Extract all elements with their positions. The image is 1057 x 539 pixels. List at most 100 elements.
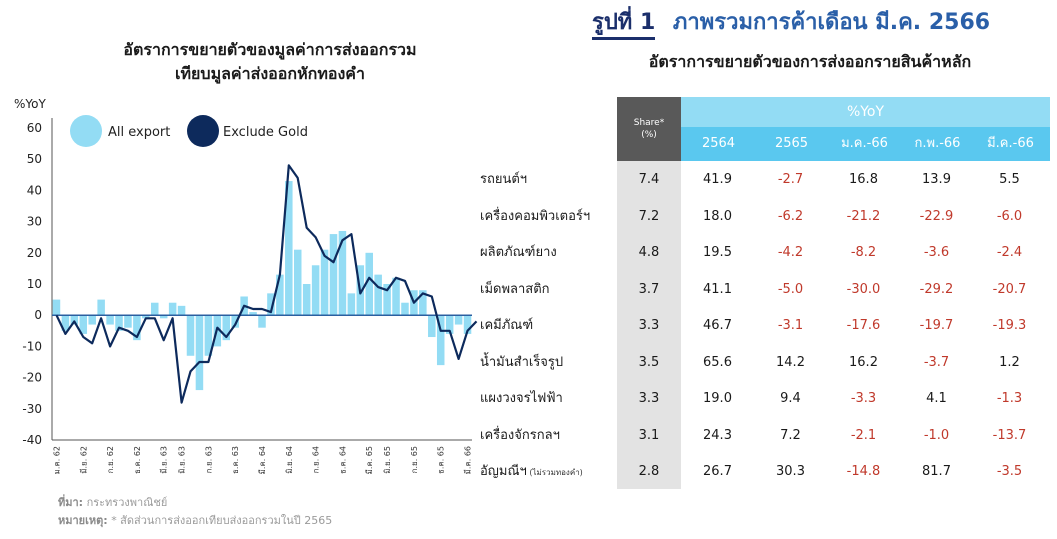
value-cell: -3.1 bbox=[777, 318, 804, 333]
bar-all-export bbox=[186, 315, 195, 356]
x-tick-label: มิ.ย. 63 bbox=[178, 446, 187, 474]
line-exclude-gold bbox=[55, 164, 478, 404]
value-cell: -3.3 bbox=[850, 391, 877, 406]
y-tick-label: 10 bbox=[27, 277, 42, 291]
x-tick-label: มี.ค. 65 bbox=[365, 446, 374, 474]
bar-all-export bbox=[151, 302, 159, 316]
value-cell: -19.7 bbox=[919, 318, 954, 333]
value-cell: 24.3 bbox=[703, 427, 732, 443]
bar-all-export bbox=[276, 274, 284, 316]
bar-all-export bbox=[374, 274, 382, 316]
share-header-label: Share* bbox=[633, 118, 665, 128]
value-cell: 4.1 bbox=[926, 391, 947, 406]
bar-all-export bbox=[454, 315, 463, 325]
value-cell: -2.7 bbox=[777, 172, 804, 187]
table-row: แผงวงจรไฟฟ้า 3.3 19.0 9.4 -3.3 4.1 -1.3 bbox=[480, 380, 1050, 417]
bar-all-export bbox=[392, 277, 400, 316]
row-name: น้ำมันสำเร็จรูป bbox=[480, 354, 564, 370]
chart-title-line2: เทียบมูลค่าส่งออกหักทองคำ bbox=[175, 64, 365, 83]
y-tick-label: -40 bbox=[22, 433, 42, 447]
share-cell: 2.8 bbox=[638, 464, 660, 479]
bar-all-export bbox=[133, 315, 141, 341]
row-name: เคมีภัณฑ์ bbox=[480, 318, 534, 333]
x-tick-label: มี.ย. 62 bbox=[79, 446, 88, 474]
value-cell: -4.2 bbox=[777, 245, 804, 260]
y-tick-label: -30 bbox=[22, 402, 42, 416]
share-cell: 3.1 bbox=[638, 427, 660, 443]
figure-title: รูปที่ 1 ภาพรวมการค้าเดือน มี.ค. 2566 bbox=[592, 4, 1052, 44]
bar-all-export bbox=[115, 315, 123, 331]
value-cell: 30.3 bbox=[776, 464, 805, 479]
value-cell: -17.6 bbox=[846, 318, 881, 333]
value-cell: 19.5 bbox=[703, 245, 732, 260]
chart-title: อัตราการขยายตัวของมูลค่าการส่งออกรวม เที… bbox=[60, 38, 480, 86]
row-note: (ไม่รวมทองคำ) bbox=[526, 468, 583, 477]
table-row: รถยนต์ฯ 7.4 41.9 -2.7 16.8 13.9 5.5 bbox=[480, 161, 1050, 198]
value-cell: -30.0 bbox=[846, 281, 881, 297]
legend-swatch-exclude-gold bbox=[187, 115, 219, 147]
table-row: น้ำมันสำเร็จรูป 3.5 65.6 14.2 16.2 -3.7 1.2 bbox=[480, 344, 1050, 381]
value-cell: -14.8 bbox=[846, 464, 881, 479]
figure-number: รูปที่ 1 bbox=[592, 10, 656, 40]
value-cell: 14.2 bbox=[776, 354, 805, 370]
share-column-bg bbox=[617, 97, 681, 489]
figure-heading: ภาพรวมการค้าเดือน มี.ค. 2566 bbox=[672, 10, 991, 35]
bar-all-export bbox=[168, 302, 177, 316]
y-tick-label: -10 bbox=[22, 339, 42, 353]
bar-all-export bbox=[428, 315, 436, 338]
x-tick-label: ก.ย. 64 bbox=[312, 446, 321, 473]
value-cell: 46.7 bbox=[703, 318, 732, 333]
row-name: อัญมณีฯ (ไม่รวมทองคำ) bbox=[480, 464, 583, 479]
note-line: หมายเหตุ: * สัดส่วนการส่งออกเทียบส่งออกร… bbox=[58, 512, 332, 530]
bar-all-export bbox=[445, 315, 454, 334]
value-cell: 41.1 bbox=[703, 281, 732, 297]
bar-all-export bbox=[436, 315, 445, 366]
value-cell: -1.0 bbox=[923, 427, 950, 443]
legend-label-all-export: All export bbox=[108, 125, 170, 140]
value-cell: -8.2 bbox=[850, 245, 877, 260]
yoy-header: %YoY bbox=[681, 97, 1050, 127]
bar-all-export bbox=[124, 315, 132, 328]
value-cell: -3.5 bbox=[996, 464, 1023, 479]
value-cell: -22.9 bbox=[919, 208, 954, 224]
bar-all-export bbox=[338, 230, 347, 316]
value-cell: -5.0 bbox=[777, 281, 804, 297]
chart-title-line1: อัตราการขยายตัวของมูลค่าการส่งออกรวม bbox=[123, 40, 417, 59]
y-tick-label: 20 bbox=[27, 246, 42, 260]
bar-all-export bbox=[61, 315, 70, 331]
bar-all-export bbox=[329, 234, 338, 316]
share-header: Share* (%) bbox=[617, 97, 681, 161]
row-name: แผงวงจรไฟฟ้า bbox=[480, 391, 563, 406]
share-cell: 4.8 bbox=[638, 245, 660, 260]
table-title: อัตราการขยายตัวของการส่งออกรายสินค้าหลัก bbox=[648, 52, 972, 71]
share-cell: 3.7 bbox=[638, 281, 660, 297]
x-tick-label: มี.ค. 64 bbox=[258, 446, 267, 474]
y-tick-label: 30 bbox=[27, 215, 42, 229]
x-tick-label: ก.ย. 63 bbox=[204, 446, 213, 473]
bar-all-export bbox=[347, 293, 356, 316]
y-tick-label: 50 bbox=[27, 152, 42, 166]
table-row: เครื่องคอมพิวเตอร์ฯ 7.2 18.0 -6.2 -21.2 -22.9… bbox=[480, 198, 1050, 235]
value-cell: 18.0 bbox=[703, 208, 732, 224]
table-row: เม็ดพลาสติก 3.7 41.1 -5.0 -30.0 -29.2 -20.7 bbox=[480, 271, 1050, 308]
value-cell: -29.2 bbox=[919, 281, 954, 297]
table-row: เคมีภัณฑ์ 3.3 46.7 -3.1 -17.6 -19.7 -19.3 bbox=[480, 307, 1050, 344]
legend-swatch-all-export bbox=[70, 115, 102, 147]
value-cell: -13.7 bbox=[992, 427, 1027, 443]
table-row: เครื่องจักรกลฯ 3.1 24.3 7.2 -2.1 -1.0 -13.7 bbox=[480, 417, 1050, 454]
x-tick-label: มี.ค. 66 bbox=[464, 446, 473, 474]
bar-all-export bbox=[177, 305, 186, 316]
value-cell: -3.6 bbox=[923, 245, 950, 260]
bar-all-export bbox=[97, 299, 105, 316]
bar-all-export bbox=[88, 315, 96, 325]
value-cell: -6.2 bbox=[777, 208, 804, 224]
value-cell: 16.2 bbox=[849, 354, 878, 370]
value-cell: -6.0 bbox=[996, 208, 1023, 224]
share-cell: 3.5 bbox=[638, 354, 660, 370]
share-cell: 7.4 bbox=[638, 172, 660, 187]
bar-all-export bbox=[285, 181, 293, 316]
value-cell: -2.1 bbox=[850, 427, 877, 443]
bar-all-export bbox=[195, 315, 204, 391]
bar-all-export bbox=[302, 284, 311, 316]
column-header: 2565 bbox=[774, 136, 809, 151]
